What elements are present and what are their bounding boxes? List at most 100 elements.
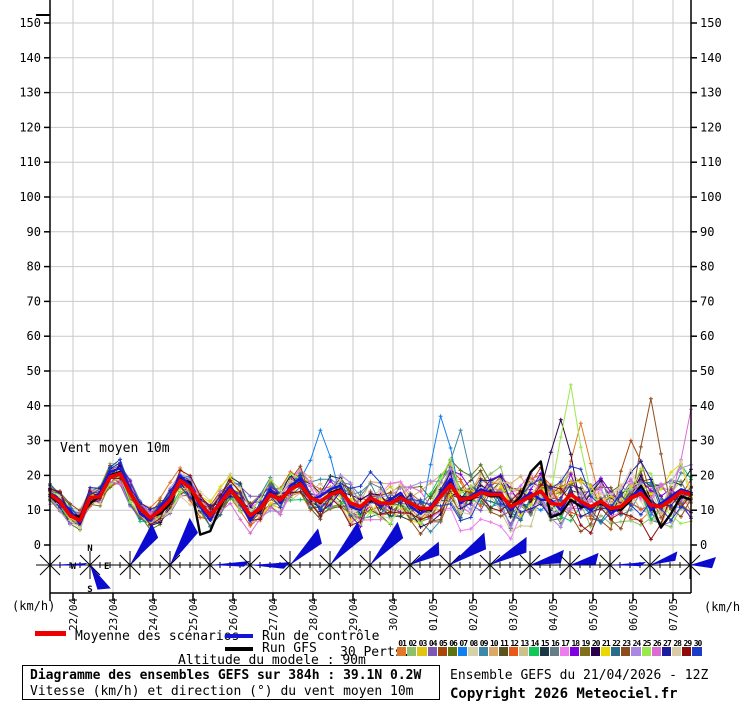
date-label: 29/04 (347, 598, 360, 631)
pert-number: 22 (612, 639, 621, 648)
y-tick-label-right: 50 (700, 364, 714, 378)
y-tick-label-left: 70 (27, 294, 41, 308)
pert-number: 10 (489, 639, 499, 648)
y-tick-label-right: 0 (700, 538, 707, 552)
y-tick-label-right: 70 (700, 294, 714, 308)
pert-number: 05 (439, 639, 448, 648)
pert-number: 14 (530, 639, 540, 648)
wind-direction-arrow (50, 563, 88, 566)
pert-color-swatch (621, 647, 631, 656)
pert-color-swatch (478, 647, 488, 656)
compass-label-s: S (87, 585, 92, 595)
y-tick-label-right: 20 (700, 468, 714, 482)
wind-direction-arrow (570, 552, 599, 565)
wind-direction-arrow (610, 562, 646, 567)
pert-color-swatch (580, 647, 590, 656)
pert-color-swatch (682, 647, 692, 656)
y-tick-label-left: 130 (19, 86, 41, 100)
y-tick-label-left: 120 (19, 120, 41, 134)
y-tick-label-left: 140 (19, 51, 41, 65)
pert-number: 25 (642, 639, 652, 648)
compass-label-n: N (87, 544, 92, 554)
chart-description-title: Diagramme des ensembles GEFS sur 384h : … (30, 668, 422, 683)
pert-color-swatch (590, 647, 600, 656)
pert-number: 11 (500, 639, 509, 648)
pert-color-swatch (447, 647, 458, 656)
wind-direction-arrow (90, 565, 111, 590)
y-tick-label-right: 60 (700, 329, 714, 343)
pert-color-swatch (692, 647, 702, 656)
pert-number: 08 (469, 639, 479, 648)
pert-color-swatch (437, 647, 447, 656)
wind-direction-arrow (650, 551, 678, 565)
pert-color-swatch (529, 647, 539, 656)
wind-direction-arrow (290, 528, 322, 565)
mean-line-label: Moyenne des scénarios (75, 629, 240, 644)
pert-number: 23 (622, 639, 631, 648)
y-tick-label-right: 100 (700, 190, 722, 204)
pert-color-swatch (458, 647, 468, 656)
pert-number: 01 (398, 639, 407, 648)
y-tick-label-right: 120 (700, 120, 722, 134)
wind-direction-arrow (450, 532, 487, 565)
chart-description-box: Diagramme des ensembles GEFS sur 384h : … (22, 665, 440, 700)
y-tick-label-left: 150 (19, 16, 41, 30)
date-label: 03/05 (507, 598, 520, 631)
pert-number: 17 (561, 639, 570, 648)
perturbation-numbers-row: 01 02 03 04 05 06 07 08 09 10 11 12 13 14 15 16 17 18 19 20… (397, 639, 703, 648)
pert-number: 29 (683, 639, 693, 648)
date-label: 05/05 (587, 598, 600, 631)
mean-line-swatch (35, 631, 66, 636)
copyright-label: Copyright 2026 Meteociel.fr (450, 686, 678, 702)
y-tick-label-left: 10 (27, 503, 41, 517)
date-label: 02/05 (467, 598, 480, 631)
y-tick-label-left: 30 (27, 434, 41, 448)
date-label: 30/04 (387, 598, 400, 631)
pert-color-swatch (560, 647, 570, 656)
pert-color-swatch (397, 647, 407, 656)
pert-number: 24 (632, 639, 642, 648)
pert-number: 04 (428, 639, 438, 648)
ensemble-mean-line (48, 471, 692, 523)
wind-direction-arrow (490, 536, 527, 565)
date-label: 07/05 (667, 598, 680, 631)
pert-color-swatch (549, 647, 559, 656)
run-info-label: Ensemble GEFS du 21/04/2026 - 12Z (450, 668, 709, 683)
date-label: 25/04 (187, 598, 200, 631)
pert-color-swatch (498, 647, 509, 656)
date-label: 27/04 (267, 598, 280, 631)
pert-color-swatch (672, 647, 682, 656)
y-tick-label-left: 20 (27, 468, 41, 482)
pert-number: 28 (673, 639, 682, 648)
y-tick-label-left: 50 (27, 364, 41, 378)
pert-number: 26 (652, 639, 662, 648)
unit-label-right: (km/h) (704, 600, 740, 614)
pert-number: 13 (520, 639, 530, 648)
wind-direction-arrow (370, 521, 404, 565)
pert-color-swatch (407, 647, 417, 656)
pert-color-swatch (427, 647, 437, 656)
wind-direction-arrow (530, 549, 564, 565)
pert-number: 30 (693, 639, 703, 648)
compass-label-e: E (104, 562, 109, 572)
pert-number: 19 (581, 639, 591, 648)
y-tick-label-left: 90 (27, 225, 41, 239)
perturbation-colors-row (397, 647, 703, 656)
wind-direction-arrow (170, 517, 198, 565)
date-label: 01/05 (427, 598, 440, 631)
control-line-swatch (225, 634, 253, 638)
pert-number: 27 (663, 639, 672, 648)
pert-number: 12 (510, 639, 519, 648)
date-label: 22/04 (67, 598, 80, 631)
y-tick-label-right: 110 (700, 155, 722, 169)
pert-number: 20 (591, 639, 601, 648)
wind-direction-arrow (690, 557, 716, 569)
pert-color-swatch (509, 647, 519, 656)
pert-color-swatch (539, 647, 549, 656)
date-label: 26/04 (227, 598, 240, 631)
pert-color-swatch (631, 647, 641, 656)
pert-number: 06 (449, 639, 458, 648)
y-tick-label-left: 110 (19, 155, 41, 169)
y-tick-label-left: 60 (27, 329, 41, 343)
pert-color-swatch (641, 647, 651, 656)
